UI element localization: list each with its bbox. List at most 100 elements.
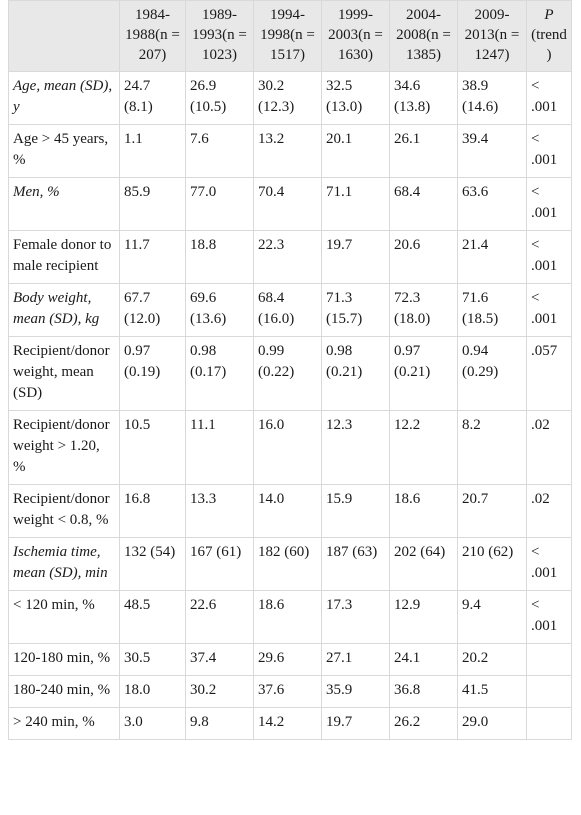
header-cell-2009-2013: 2009-2013(n = 1247): [457, 0, 527, 72]
header-cell-1989-1993: 1989-1993(n = 1023): [185, 0, 254, 72]
table-cell: 12.9: [389, 590, 458, 644]
table-cell: 71.3 (15.7): [321, 283, 390, 337]
table-cell: [526, 707, 572, 740]
table-cell: 30.2: [185, 675, 254, 708]
header-cell-1984-1988: 1984-1988(n = 207): [119, 0, 186, 72]
table-cell: 37.4: [185, 643, 254, 676]
table-cell: 21.4: [457, 230, 527, 284]
table-row: Recipient/donor weight, mean (SD) 0.97 (0…: [8, 336, 572, 411]
table-cell: 22.3: [253, 230, 322, 284]
table-row: Recipient/donor weight > 1.20, % 10.5 11.1…: [8, 410, 572, 485]
table-cell: 26.1: [389, 124, 458, 178]
table-cell: 9.8: [185, 707, 254, 740]
header-cell-2004-2008: 2004-2008(n = 1385): [389, 0, 458, 72]
table-cell: 41.5: [457, 675, 527, 708]
table-cell: 29.6: [253, 643, 322, 676]
table-cell: 19.7: [321, 230, 390, 284]
table-cell: 19.7: [321, 707, 390, 740]
table-cell: 68.4: [389, 177, 458, 231]
table-row: Age > 45 years, % 1.1 7.6 13.2 20.1 26.1 39.4 <…: [8, 124, 572, 178]
table-cell: 210 (62): [457, 537, 527, 591]
table-cell: 24.7 (8.1): [119, 71, 186, 125]
table-cell: 27.1: [321, 643, 390, 676]
table-cell: 18.8: [185, 230, 254, 284]
table-cell: 9.4: [457, 590, 527, 644]
table-cell: 0.98 (0.17): [185, 336, 254, 411]
table-cell: 0.98 (0.21): [321, 336, 390, 411]
table-cell: 132 (54): [119, 537, 186, 591]
table-cell: 71.6 (18.5): [457, 283, 527, 337]
row-label: 180-240 min, %: [8, 675, 120, 708]
table-cell: 11.1: [185, 410, 254, 485]
row-label: < 120 min, %: [8, 590, 120, 644]
table-cell: 30.5: [119, 643, 186, 676]
row-label: Female donor to male recipient: [8, 230, 120, 284]
table-row: < 120 min, % 48.5 22.6 18.6 17.3 12.9 9.4 < .00…: [8, 590, 572, 644]
p-symbol: P: [544, 7, 554, 23]
table-cell: < .001: [526, 177, 572, 231]
table-cell: 15.9: [321, 484, 390, 538]
table-cell: [526, 675, 572, 708]
table-row: > 240 min, % 3.0 9.8 14.2 19.7 26.2 29.0: [8, 707, 572, 740]
data-table: 1984-1988(n = 207) 1989-1993(n = 1023) 1…: [8, 0, 572, 740]
table-cell: 68.4 (16.0): [253, 283, 322, 337]
row-label: Men, %: [8, 177, 120, 231]
table-cell: 69.6 (13.6): [185, 283, 254, 337]
table-cell: 13.3: [185, 484, 254, 538]
table-cell: < .001: [526, 283, 572, 337]
table-cell: 13.2: [253, 124, 322, 178]
table-cell: 17.3: [321, 590, 390, 644]
table-row: Age, mean (SD), y 24.7 (8.1) 26.9 (10.5) 30…: [8, 71, 572, 125]
table-cell: 11.7: [119, 230, 186, 284]
table-row: Recipient/donor weight < 0.8, % 16.8 13.3 1…: [8, 484, 572, 538]
table-cell: 63.6: [457, 177, 527, 231]
table-cell: 0.94 (0.29): [457, 336, 527, 411]
table-cell: 71.1: [321, 177, 390, 231]
table-cell: 1.1: [119, 124, 186, 178]
table-header: 1984-1988(n = 207) 1989-1993(n = 1023) 1…: [8, 0, 572, 72]
table-cell: 182 (60): [253, 537, 322, 591]
header-cell-1994-1998: 1994-1998(n = 1517): [253, 0, 322, 72]
table-cell: 30.2 (12.3): [253, 71, 322, 125]
table-row: Ischemia time, mean (SD), min 132 (54) 167…: [8, 537, 572, 591]
table-cell: 37.6: [253, 675, 322, 708]
table-cell: < .001: [526, 124, 572, 178]
row-label: > 240 min, %: [8, 707, 120, 740]
table-cell: 0.99 (0.22): [253, 336, 322, 411]
table-cell: 167 (61): [185, 537, 254, 591]
table-cell: 29.0: [457, 707, 527, 740]
table-body: Age, mean (SD), y 24.7 (8.1) 26.9 (10.5) 30…: [8, 71, 572, 740]
table-cell: 18.6: [389, 484, 458, 538]
table-cell: .02: [526, 484, 572, 538]
table-cell: 14.0: [253, 484, 322, 538]
row-label: Recipient/donor weight, mean (SD): [8, 336, 120, 411]
row-label: Age > 45 years, %: [8, 124, 120, 178]
table-cell: 20.7: [457, 484, 527, 538]
table-cell: < .001: [526, 71, 572, 125]
table-cell: 32.5 (13.0): [321, 71, 390, 125]
table-cell: 202 (64): [389, 537, 458, 591]
table-cell: 70.4: [253, 177, 322, 231]
table-cell: < .001: [526, 537, 572, 591]
table-cell: .057: [526, 336, 572, 411]
table-cell: 26.2: [389, 707, 458, 740]
row-label: Recipient/donor weight > 1.20, %: [8, 410, 120, 485]
header-row: 1984-1988(n = 207) 1989-1993(n = 1023) 1…: [8, 0, 572, 72]
table-cell: [526, 643, 572, 676]
table-cell: 22.6: [185, 590, 254, 644]
table-cell: 20.1: [321, 124, 390, 178]
table-cell: 12.3: [321, 410, 390, 485]
table-row: Female donor to male recipient 11.7 18.8 22…: [8, 230, 572, 284]
trend-label: (trend): [531, 27, 567, 63]
table-row: Men, % 85.9 77.0 70.4 71.1 68.4 63.6 < .001: [8, 177, 572, 231]
table-cell: 48.5: [119, 590, 186, 644]
table-cell: 35.9: [321, 675, 390, 708]
table-cell: 24.1: [389, 643, 458, 676]
table-cell: 0.97 (0.21): [389, 336, 458, 411]
table-cell: 12.2: [389, 410, 458, 485]
table-row: Body weight, mean (SD), kg 67.7 (12.0) 69.…: [8, 283, 572, 337]
table-row: 120-180 min, % 30.5 37.4 29.6 27.1 24.1 20.2: [8, 643, 572, 676]
table-cell: 14.2: [253, 707, 322, 740]
table-cell: 39.4: [457, 124, 527, 178]
table-cell: 77.0: [185, 177, 254, 231]
